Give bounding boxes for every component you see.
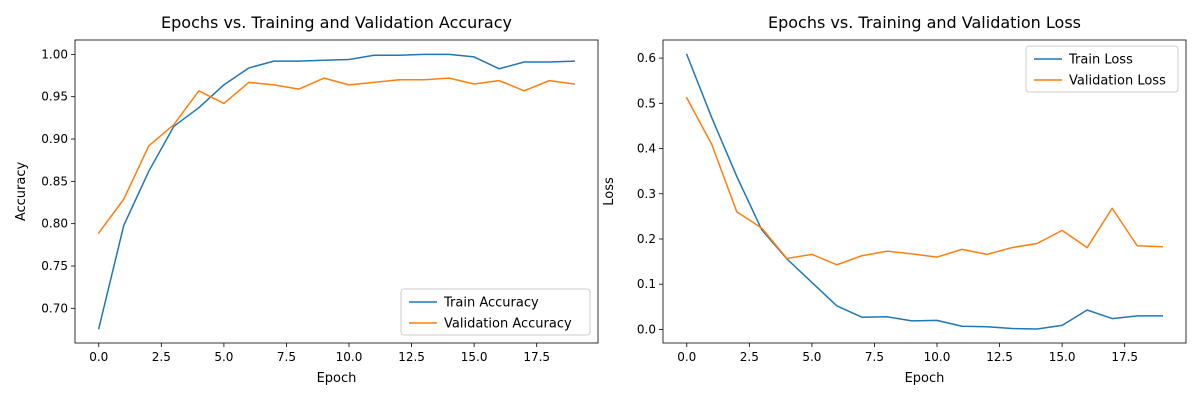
chart2-xtick-label: 10.0: [924, 350, 951, 364]
chart1-ytick-label: 0.70: [41, 301, 68, 315]
chart1-group: Epochs vs. Training and Validation Accur…: [14, 13, 599, 386]
chart1-xtick-label: 5.0: [214, 350, 233, 364]
chart2-series-line-2: [685, 96, 1164, 266]
chart2-ytick-label: 0.2: [637, 232, 656, 246]
chart1-ytick-label: 1.00: [41, 47, 68, 61]
chart1-legend-label-1: Train Accuracy: [443, 296, 539, 311]
chart2-axes-frame: [662, 39, 1187, 344]
chart2-xtick-label: 12.5: [986, 350, 1013, 364]
chart2-ylabel: Loss: [602, 177, 617, 206]
chart1-ytick-label: 0.95: [41, 90, 68, 104]
chart1-legend-box: [400, 288, 591, 336]
chart2-xtick-label: 0.0: [677, 350, 696, 364]
chart1-xtick-label: 0.0: [89, 350, 108, 364]
chart2-series-line-1: [685, 53, 1163, 330]
chart2-xtick-label: 2.5: [740, 350, 759, 364]
chart2-ytick-label: 0.6: [637, 51, 656, 65]
chart1-ytick-label: 0.80: [41, 217, 68, 231]
chart1-ytick-label: 0.85: [41, 174, 68, 188]
chart1-ylabel: Accuracy: [14, 162, 29, 222]
chart1-legend-label-2: Validation Accuracy: [444, 317, 572, 332]
chart1-axes-frame: [74, 39, 599, 344]
chart2-xtick-label: 5.0: [802, 350, 821, 364]
chart1-legend: Train Accuracy Validation Accuracy: [400, 288, 591, 336]
chart2-title: Epochs vs. Training and Validation Loss: [768, 13, 1081, 32]
chart1-ytick-label: 0.90: [41, 132, 68, 146]
chart2-xtick-label: 7.5: [865, 350, 884, 364]
chart2-group: Epochs vs. Training and Validation Loss 0…: [602, 13, 1187, 386]
chart2-ytick-label: 0.3: [637, 187, 656, 201]
chart2-ytick-label: 0.4: [637, 142, 656, 156]
chart1-title: Epochs vs. Training and Validation Accur…: [161, 13, 512, 32]
chart2-legend: Train Loss Validation Loss: [1025, 45, 1179, 93]
chart1-xtick-label: 10.0: [336, 350, 363, 364]
chart2-legend-box: [1025, 45, 1179, 93]
chart1-xtick-label: 15.0: [461, 350, 488, 364]
chart2-xlabel: Epoch: [905, 371, 945, 386]
chart2-ytick-label: 0.5: [637, 96, 656, 110]
chart1-series-line-2: [97, 77, 576, 235]
chart2-xtick-label: 17.5: [1111, 350, 1138, 364]
chart1-xlabel: Epoch: [317, 371, 357, 386]
chart1-series-line-1: [97, 53, 576, 330]
chart2-legend-label-2: Validation Loss: [1069, 74, 1166, 89]
chart1-xtick-label: 7.5: [277, 350, 296, 364]
chart1-xtick-label: 17.5: [523, 350, 550, 364]
chart1-xtick-label: 2.5: [152, 350, 171, 364]
chart1-xtick-label: 12.5: [398, 350, 425, 364]
chart2-ytick-label: 0.1: [637, 277, 656, 291]
chart2-ytick-label: 0.0: [637, 322, 656, 336]
chart2-xtick-label: 15.0: [1049, 350, 1076, 364]
chart2-legend-label-1: Train Loss: [1068, 53, 1133, 68]
chart1-ytick-label: 0.75: [41, 259, 68, 273]
